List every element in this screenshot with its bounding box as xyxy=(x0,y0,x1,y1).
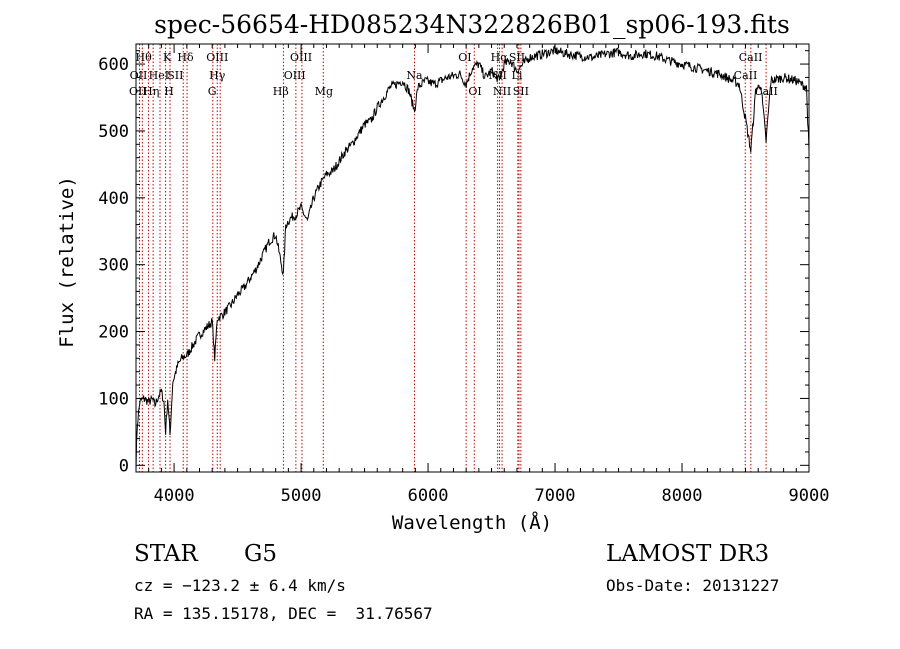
y-tick-label: 500 xyxy=(98,122,129,142)
line-label: OIII xyxy=(284,69,306,82)
line-label: Mg xyxy=(315,85,333,98)
line-label: Na xyxy=(406,69,423,82)
line-label: Hη xyxy=(143,85,159,98)
line-label: SII xyxy=(509,51,525,64)
y-axis-label: Flux (relative) xyxy=(56,176,78,348)
x-tick-label: 9000 xyxy=(789,486,830,506)
line-label: CaII xyxy=(739,51,763,64)
y-tick-label: 200 xyxy=(98,323,129,343)
plot-frame xyxy=(135,43,810,473)
object-subclass: G5 xyxy=(244,541,277,567)
x-tick-label: 4000 xyxy=(154,486,195,506)
line-label: H xyxy=(164,85,174,98)
line-label: Hβ xyxy=(273,85,289,98)
line-label: SII xyxy=(513,85,529,98)
spectrum-line xyxy=(135,44,810,471)
line-label: HeI xyxy=(149,69,169,82)
observation-date: Obs-Date: 20131227 xyxy=(606,576,779,595)
chart-title: spec-56654-HD085234N322826B01_sp06-193.f… xyxy=(154,10,790,39)
object-class: STAR xyxy=(134,541,198,567)
line-label: CaII xyxy=(734,69,758,82)
x-axis-ticks: 4000 5000 6000 7000 8000 9000 xyxy=(135,44,830,506)
line-label: K xyxy=(163,51,172,64)
survey-name: LAMOST DR3 xyxy=(606,541,769,567)
y-tick-label: 300 xyxy=(98,256,129,276)
line-label: Hδ xyxy=(177,51,194,64)
x-tick-label: 7000 xyxy=(535,486,576,506)
x-tick-label: 6000 xyxy=(408,486,449,506)
emission-line-markers xyxy=(139,44,767,472)
line-label: OII xyxy=(129,85,147,98)
line-label: OII xyxy=(130,69,148,82)
y-tick-label: 600 xyxy=(98,55,129,75)
line-label: G xyxy=(208,85,217,98)
y-tick-label: 0 xyxy=(119,456,129,476)
line-label: OIII xyxy=(290,51,312,64)
line-label: Li xyxy=(512,69,523,82)
x-axis-label: Wavelength (Å) xyxy=(392,511,552,534)
line-label: OI xyxy=(468,85,481,98)
x-tick-label: 5000 xyxy=(281,486,322,506)
redshift-cz: cz = −123.2 ± 6.4 km/s xyxy=(134,576,346,595)
line-label: SII xyxy=(167,69,183,82)
line-label: Hθ xyxy=(136,51,153,64)
y-tick-label: 100 xyxy=(98,389,129,409)
line-label: Hγ xyxy=(209,69,226,82)
line-label: NII xyxy=(493,85,511,98)
y-tick-label: 400 xyxy=(98,189,129,209)
x-tick-label: 8000 xyxy=(662,486,703,506)
line-label: OIII xyxy=(206,51,228,64)
y-axis-ticks: 0 100 200 300 400 500 600 xyxy=(98,50,809,476)
line-label: OI xyxy=(458,51,471,64)
ra-dec-coordinates: RA = 135.15178, DEC = 31.76567 xyxy=(134,604,433,623)
